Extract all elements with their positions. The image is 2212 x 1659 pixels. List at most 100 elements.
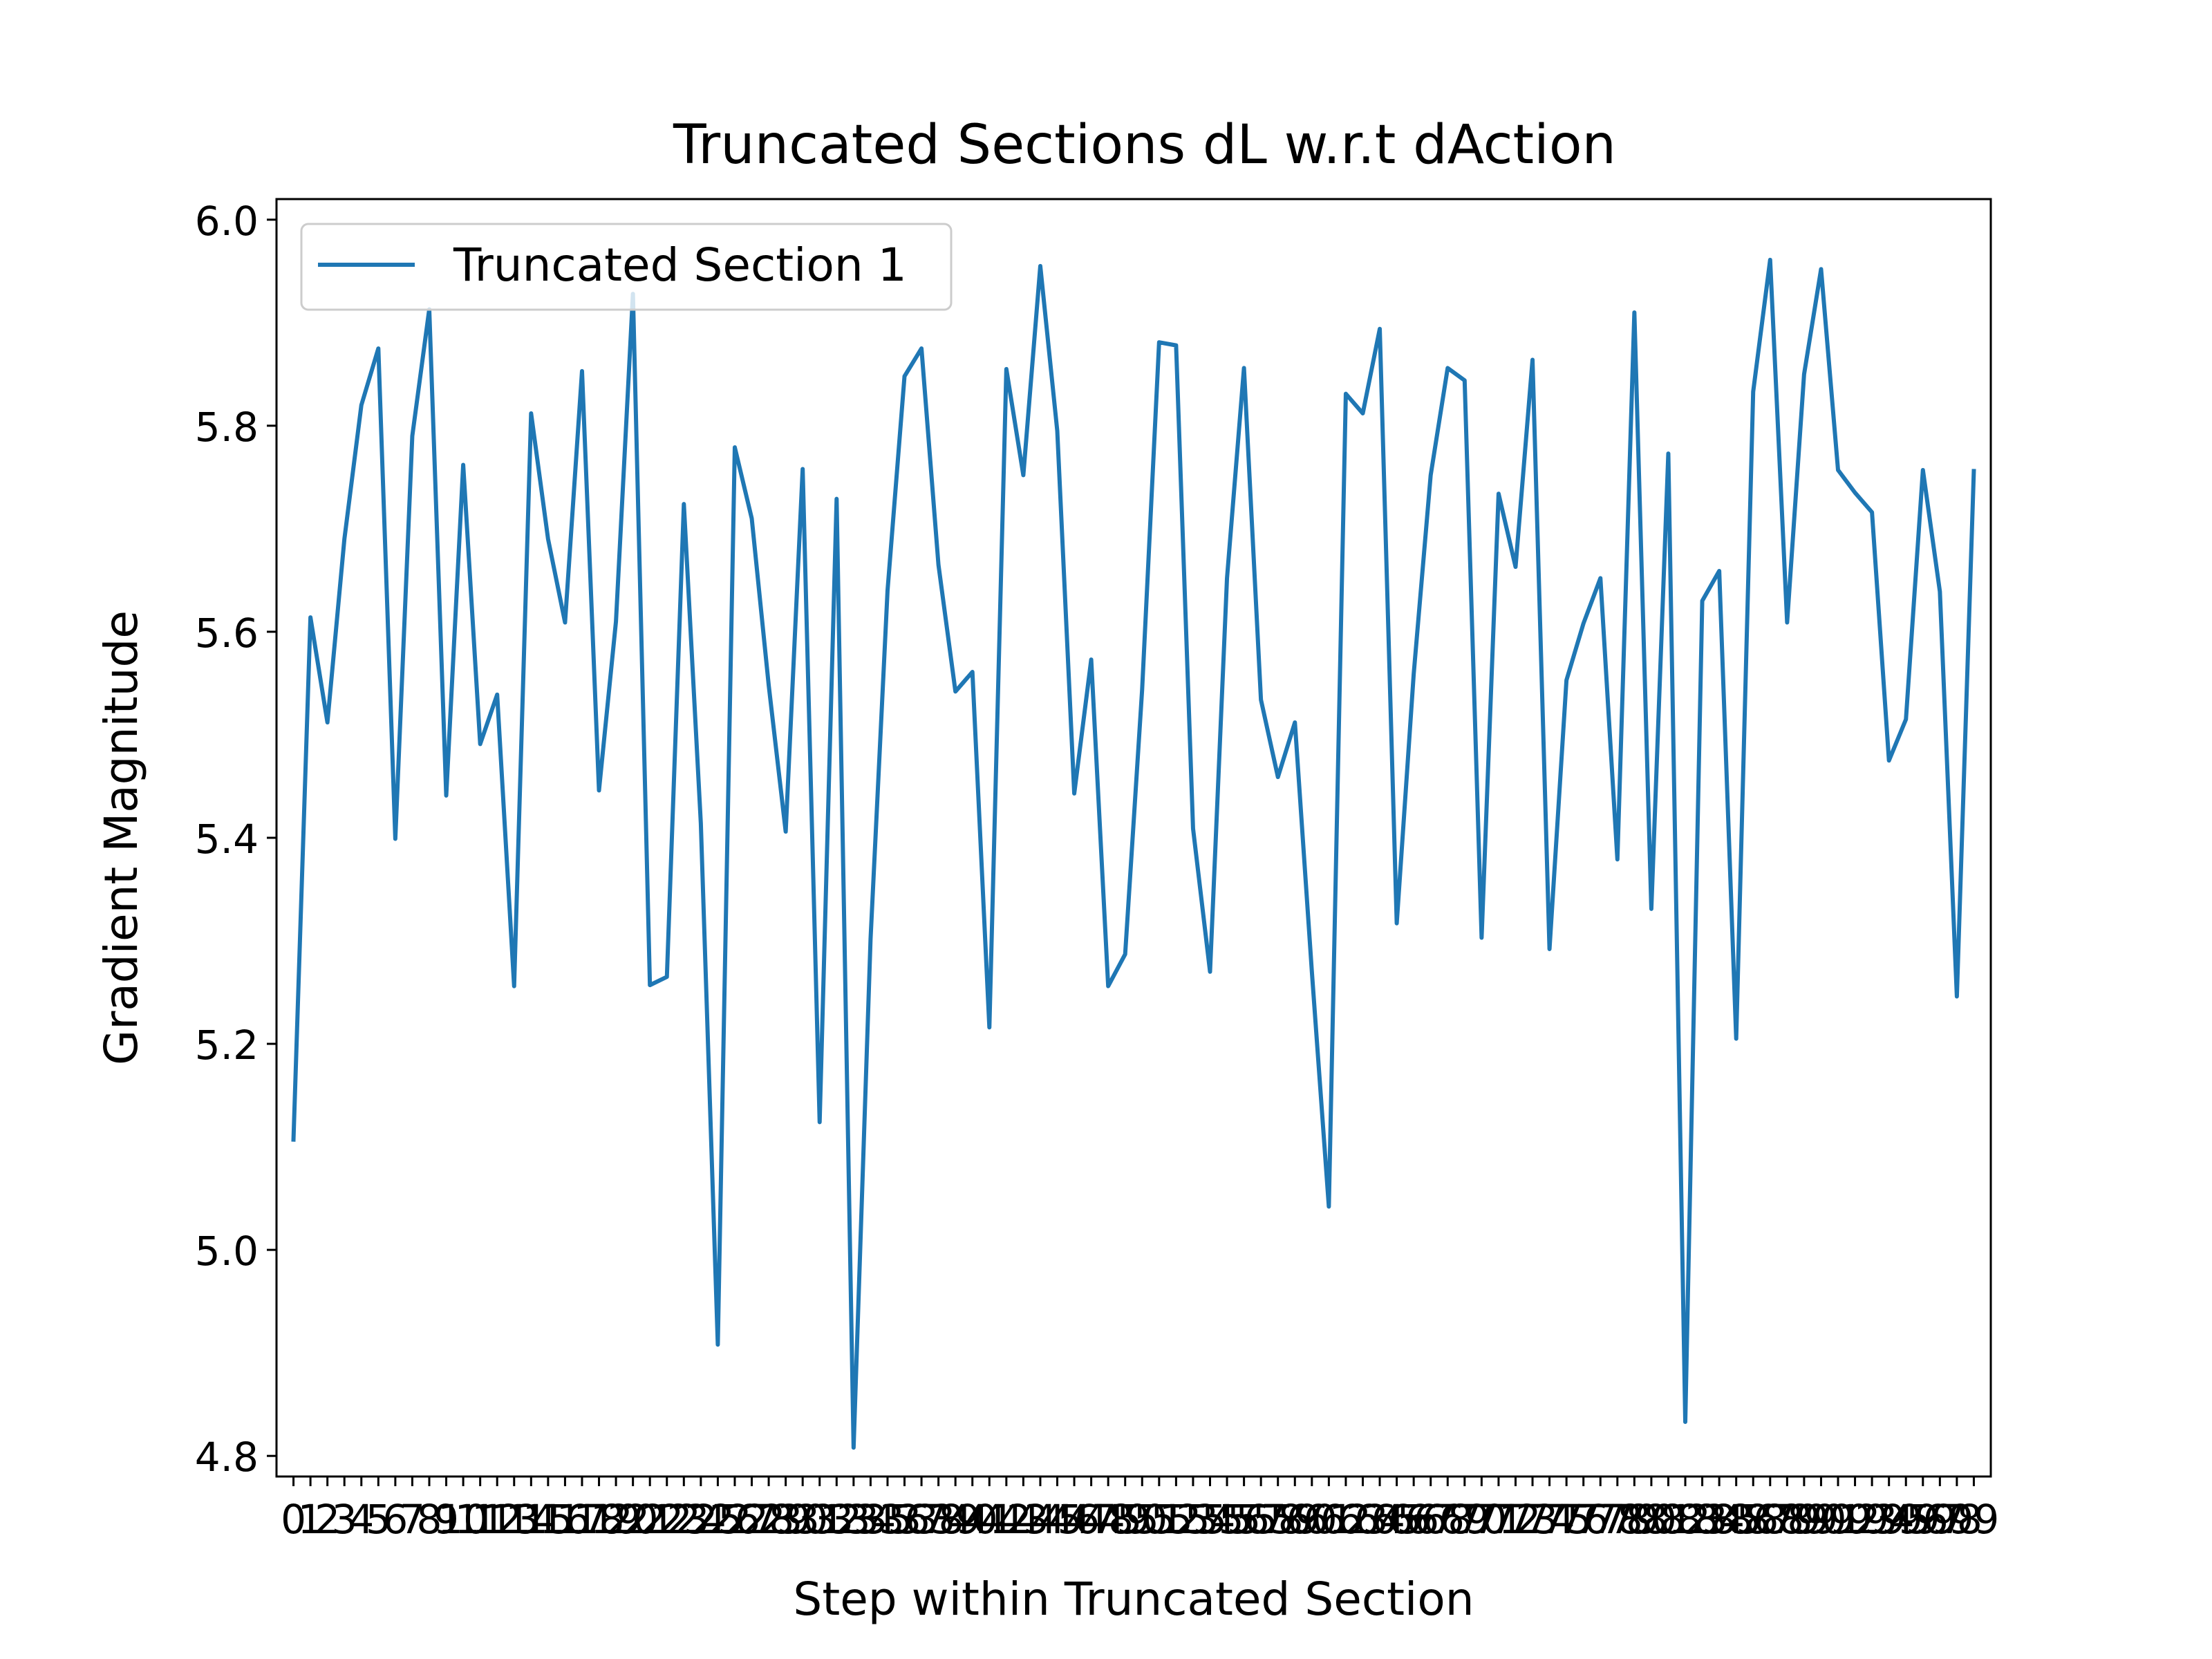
x-tick-label: 60 [1286, 1496, 1338, 1543]
chart-title: Truncated Sections dL w.r.t dAction [673, 114, 1616, 176]
x-tick-label: 56 [1219, 1496, 1270, 1543]
y-tick-label: 5.6 [195, 610, 259, 657]
x-tick-label: 12 [471, 1496, 523, 1543]
x-tick-label: 29 [760, 1496, 812, 1543]
x-tick-label: 77 [1575, 1496, 1626, 1543]
x-tick-label: 96 [1897, 1496, 1949, 1543]
x-tick-label: 65 [1371, 1496, 1423, 1543]
x-tick-label: 53 [1168, 1496, 1219, 1543]
x-tick-label: 70 [1456, 1496, 1507, 1543]
y-tick-label: 5.8 [195, 404, 259, 451]
x-tick-label: 58 [1253, 1496, 1304, 1543]
x-tick-label: 26 [709, 1496, 760, 1543]
x-tick-label: 11 [455, 1496, 506, 1543]
y-tick-label: 6.0 [195, 198, 259, 245]
y-tick-label: 5.0 [195, 1228, 259, 1275]
y-tick-label: 4.8 [195, 1434, 259, 1481]
x-tick-label: 41 [964, 1496, 1015, 1543]
x-tick-label: 81 [1643, 1496, 1694, 1543]
legend: Truncated Section 1 [300, 223, 953, 311]
x-tick-label: 31 [794, 1496, 845, 1543]
x-tick-label: 20 [608, 1496, 659, 1543]
x-tick-label: 28 [743, 1496, 794, 1543]
x-axis: 0123456789101112131415161718192021222324… [281, 1477, 1999, 1543]
y-tick-label: 5.4 [195, 816, 259, 863]
x-tick-label: 94 [1864, 1496, 1915, 1543]
x-tick-label: 17 [556, 1496, 608, 1543]
x-tick-label: 55 [1201, 1496, 1253, 1543]
x-tick-label: 40 [947, 1496, 998, 1543]
x-tick-label: 10 [438, 1496, 489, 1543]
x-tick-label: 64 [1354, 1496, 1405, 1543]
x-tick-label: 39 [930, 1496, 981, 1543]
x-tick-label: 46 [1049, 1496, 1100, 1543]
x-tick-label: 67 [1405, 1496, 1456, 1543]
y-axis-label: Gradient Magnitude [95, 610, 148, 1065]
x-axis-label: Step within Truncated Section [793, 1573, 1474, 1626]
x-tick-label: 69 [1439, 1496, 1490, 1543]
x-tick-label: 3 [332, 1496, 357, 1543]
x-tick-label: 37 [896, 1496, 947, 1543]
x-tick-label: 57 [1235, 1496, 1286, 1543]
x-tick-label: 92 [1830, 1496, 1881, 1543]
x-tick-label: 76 [1558, 1496, 1609, 1543]
x-tick-label: 79 [1609, 1496, 1660, 1543]
x-tick-label: 19 [590, 1496, 641, 1543]
x-tick-label: 99 [1949, 1496, 2000, 1543]
plot-frame [275, 198, 1992, 1478]
x-tick-label: 32 [811, 1496, 862, 1543]
x-tick-label: 33 [828, 1496, 879, 1543]
x-tick-label: 1 [298, 1496, 324, 1543]
x-tick-label: 18 [574, 1496, 625, 1543]
legend-box [300, 223, 953, 311]
x-tick-label: 89 [1779, 1496, 1830, 1543]
x-tick-label: 36 [879, 1496, 930, 1543]
x-tick-label: 88 [1761, 1496, 1812, 1543]
x-tick-label: 6 [382, 1496, 408, 1543]
x-tick-label: 34 [845, 1496, 896, 1543]
x-tick-label: 95 [1880, 1496, 1931, 1543]
x-tick-label: 51 [1134, 1496, 1185, 1543]
x-tick-label: 68 [1422, 1496, 1473, 1543]
legend-label-truncated-section-1: Truncated Section 1 [453, 238, 907, 292]
x-tick-label: 42 [981, 1496, 1032, 1543]
x-tick-label: 27 [727, 1496, 778, 1543]
x-tick-label: 66 [1388, 1496, 1439, 1543]
x-tick-label: 82 [1660, 1496, 1711, 1543]
x-tick-label: 97 [1914, 1496, 1965, 1543]
x-tick-label: 15 [523, 1496, 574, 1543]
x-tick-label: 72 [1490, 1496, 1541, 1543]
x-tick-label: 90 [1796, 1496, 1847, 1543]
x-tick-label: 83 [1677, 1496, 1728, 1543]
x-tick-label: 14 [505, 1496, 556, 1543]
x-tick-label: 9 [433, 1496, 459, 1543]
x-tick-label: 5 [366, 1496, 391, 1543]
x-tick-label: 13 [489, 1496, 540, 1543]
x-tick-label: 44 [1015, 1496, 1066, 1543]
x-tick-label: 47 [1066, 1496, 1117, 1543]
x-tick-label: 48 [1082, 1496, 1134, 1543]
x-tick-label: 43 [997, 1496, 1049, 1543]
x-tick-label: 4 [348, 1496, 374, 1543]
series-line-truncated-section-1 [291, 257, 1976, 1450]
x-tick-label: 78 [1592, 1496, 1643, 1543]
x-tick-label: 71 [1473, 1496, 1524, 1543]
x-tick-label: 30 [777, 1496, 828, 1543]
x-tick-label: 54 [1185, 1496, 1236, 1543]
x-tick-label: 85 [1711, 1496, 1762, 1543]
x-tick-label: 0 [281, 1496, 306, 1543]
x-tick-label: 49 [1100, 1496, 1151, 1543]
x-tick-label: 8 [417, 1496, 442, 1543]
x-tick-label: 73 [1507, 1496, 1558, 1543]
x-tick-label: 61 [1303, 1496, 1354, 1543]
x-tick-label: 98 [1931, 1496, 1983, 1543]
x-tick-label: 74 [1524, 1496, 1575, 1543]
x-tick-label: 16 [540, 1496, 591, 1543]
x-tick-label: 87 [1745, 1496, 1796, 1543]
x-tick-label: 52 [1150, 1496, 1201, 1543]
x-tick-label: 80 [1626, 1496, 1677, 1543]
x-tick-label: 45 [1032, 1496, 1083, 1543]
x-tick-label: 35 [862, 1496, 913, 1543]
x-tick-label: 91 [1812, 1496, 1864, 1543]
